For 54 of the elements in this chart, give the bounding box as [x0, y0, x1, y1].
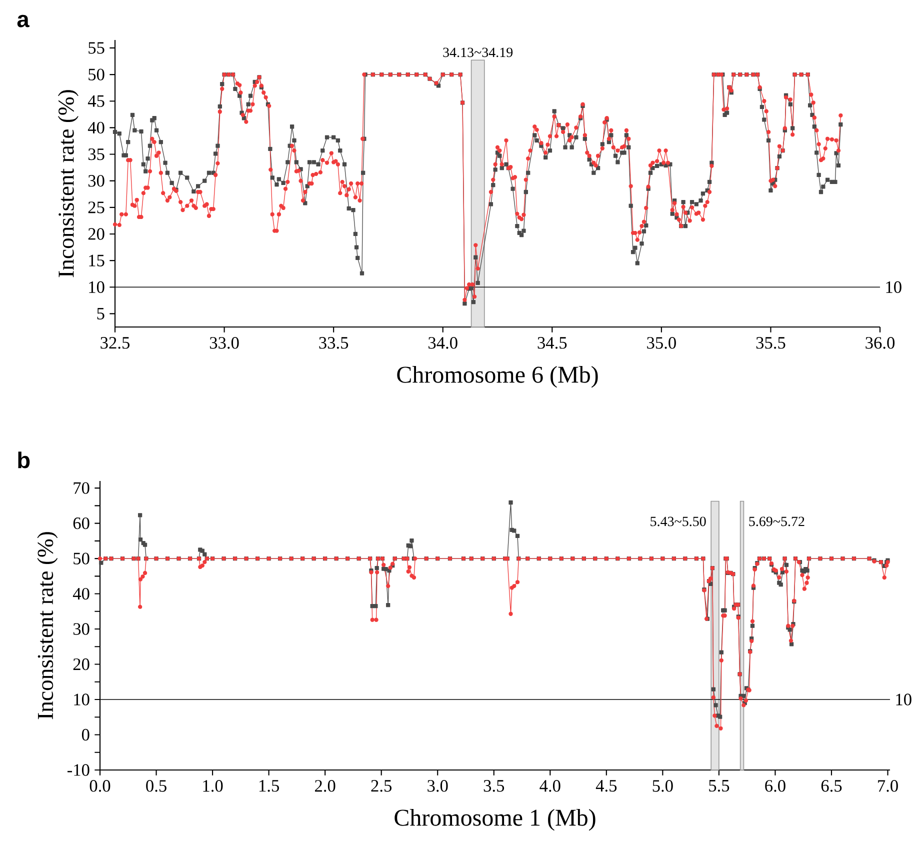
y-tick-label: 20	[73, 658, 90, 670]
x-tick-label: 4.0	[540, 780, 560, 792]
x-tick-label: 34.5	[538, 337, 567, 349]
x-tick-label: 7.0	[878, 780, 898, 792]
y-tick-label: 55	[88, 42, 104, 54]
x-tick-label: 1.0	[203, 780, 223, 792]
band-label: 34.13~34.19	[443, 48, 513, 58]
x-tick-label: 5.5	[709, 780, 730, 792]
x-tick-label: 33.0	[210, 337, 239, 349]
x-tick-label: 35.0	[647, 337, 676, 349]
y-axis-title: Inconsistent rate (%)	[58, 90, 78, 278]
x-tick-label: 3.0	[428, 780, 448, 792]
x-tick-label: 0.0	[90, 780, 110, 792]
y-tick-label: 30	[88, 174, 104, 187]
y-tick-label: 40	[72, 588, 90, 600]
x-tick-label: 2.0	[314, 780, 336, 792]
x-axis-title: Chromosome 6 (Mb)	[397, 366, 598, 388]
y-tick-label: 35	[88, 148, 104, 160]
x-tick-label: 6.0	[765, 780, 786, 792]
y-tick-label: 45	[88, 95, 104, 107]
band-label: 5.43~5.50	[650, 516, 706, 526]
y-tick-label: 10	[74, 694, 90, 706]
x-tick-label: 6.5	[821, 780, 842, 792]
y-tick-label: 50	[88, 68, 104, 80]
chart-title: a	[17, 14, 30, 28]
ref-line-label: 10	[886, 281, 902, 293]
x-tick-label: 35.5	[756, 337, 786, 349]
x-tick-label: 34.0	[428, 337, 458, 349]
y-tick-label: -10	[68, 764, 90, 776]
chart-title: b	[18, 452, 30, 468]
y-tick-label: 30	[73, 623, 90, 635]
x-tick-label: 4.5	[596, 780, 617, 792]
x-tick-label: 33.5	[319, 337, 348, 349]
x-tick-label: 0.5	[146, 780, 166, 792]
y-axis-title: Inconsistent rate (%)	[37, 532, 58, 720]
y-tick-label: 25	[88, 202, 104, 214]
x-tick-label: 2.5	[371, 780, 392, 792]
band-label: 5.69~5.72	[749, 516, 804, 526]
y-tick-label: 20	[88, 228, 104, 240]
x-tick-label: 32.5	[100, 337, 130, 349]
x-axis-title: Chromosome 1 (Mb)	[394, 808, 596, 831]
y-tick-label: 60	[73, 517, 90, 530]
x-tick-label: 1.5	[260, 780, 279, 792]
y-tick-label: 15	[89, 254, 104, 266]
x-tick-label: 36.0	[866, 337, 895, 349]
y-tick-label: 70	[74, 482, 90, 494]
ref-line-label: 10	[896, 694, 912, 706]
y-tick-label: 0	[82, 728, 90, 741]
x-tick-label: 3.5	[484, 780, 504, 792]
y-tick-label: 40	[88, 122, 104, 134]
y-tick-label: 10	[89, 281, 104, 293]
x-tick-label: 5.0	[652, 780, 673, 792]
y-tick-label: 50	[74, 552, 90, 564]
y-tick-label: 5	[97, 308, 104, 320]
